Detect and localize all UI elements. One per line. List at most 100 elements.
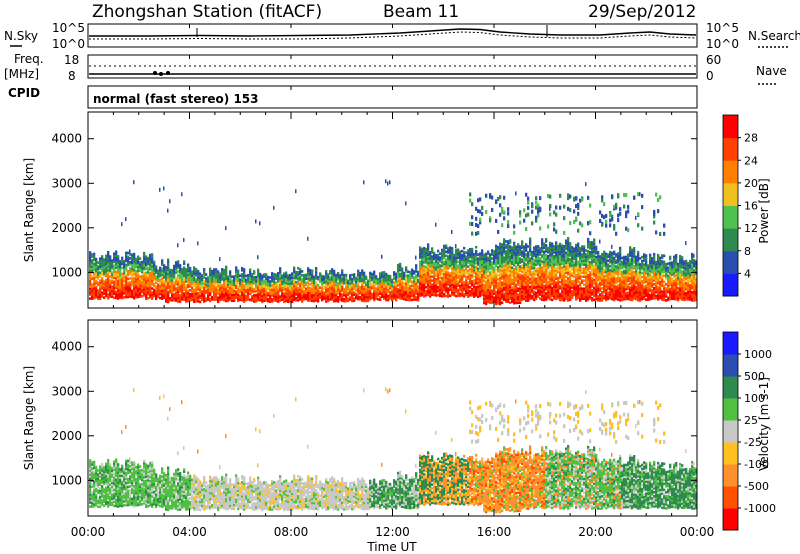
power-cell (119, 268, 122, 271)
power-cell (207, 294, 210, 297)
power-cell (363, 299, 366, 303)
power-cell (525, 249, 528, 252)
power-cell (343, 299, 346, 303)
power-cell (545, 296, 548, 299)
power-cell (227, 289, 230, 293)
power-cell (507, 296, 510, 299)
power-cell (331, 292, 334, 295)
power-cell (505, 274, 508, 277)
power-cell (473, 289, 476, 292)
power-cell (115, 272, 118, 276)
power-cell (507, 220, 510, 225)
power-cell (519, 297, 522, 300)
power-cell (569, 288, 572, 291)
power-cell (503, 280, 506, 284)
power-cell (143, 289, 146, 293)
power-cell (599, 297, 602, 300)
power-cell (225, 271, 228, 275)
power-cell (519, 257, 522, 260)
power-cell (521, 270, 524, 274)
power-cell (293, 266, 296, 270)
power-cell (113, 276, 116, 280)
power-cell (223, 268, 226, 272)
power-cell (603, 202, 606, 207)
power-cell (597, 262, 600, 266)
power-cell (165, 290, 168, 293)
power-cell (551, 278, 554, 282)
power-cell (169, 288, 172, 292)
power-cell (193, 288, 196, 292)
power-cell (527, 269, 530, 272)
power-cell (521, 284, 524, 288)
power-cell (177, 298, 180, 301)
power-cell (535, 245, 538, 248)
power-cell (493, 296, 496, 300)
power-cell (547, 270, 550, 274)
power-cell (329, 292, 332, 295)
power-cell (431, 249, 434, 252)
power-cell (207, 278, 210, 281)
power-cell (503, 274, 506, 278)
power-cell (315, 287, 318, 290)
power-cell (169, 286, 172, 290)
power-cell (299, 298, 302, 301)
power-cell (279, 297, 282, 300)
power-cell (229, 280, 232, 283)
power-cell (545, 276, 548, 279)
power-cell (109, 279, 112, 282)
power-cell (301, 280, 304, 283)
power-cell (429, 285, 432, 288)
power-cell (143, 267, 146, 271)
power-cell (509, 249, 512, 252)
power-cell (585, 277, 588, 280)
power-cell (91, 291, 94, 294)
power-cell (381, 254, 383, 259)
power-cell (149, 273, 152, 277)
power-cell (93, 252, 96, 256)
power-cell (99, 287, 102, 291)
power-cell (121, 294, 124, 298)
noise-search-label: N.Search (748, 29, 800, 43)
power-cell (561, 288, 564, 292)
power-cell (537, 259, 540, 262)
power-cell (153, 274, 156, 278)
power-cell (263, 289, 266, 292)
power-cell (537, 277, 540, 280)
power-cell (243, 290, 246, 293)
power-cell (185, 268, 188, 271)
power-cell (361, 281, 364, 285)
power-cell (599, 263, 602, 266)
power-cell (245, 286, 248, 290)
power-cell (249, 270, 252, 274)
power-cell (463, 272, 466, 276)
power-cell (535, 253, 538, 256)
power-cell (91, 275, 94, 278)
power-cell (293, 298, 296, 302)
power-cell (585, 253, 588, 256)
power-cell (127, 289, 130, 293)
power-cell (243, 300, 246, 303)
power-cell (555, 261, 558, 265)
power-cell (171, 280, 174, 284)
power-cell (453, 253, 456, 257)
power-cell (405, 290, 408, 293)
power-cell (479, 284, 482, 287)
power-cell (513, 289, 516, 293)
power-cell (563, 279, 566, 282)
power-cell (327, 279, 330, 283)
power-cell (239, 286, 242, 290)
power-cell (95, 279, 98, 283)
power-cell (211, 277, 214, 281)
power-cell (569, 246, 572, 249)
power-cell (415, 298, 418, 301)
power-cell (471, 293, 474, 297)
power-cell (395, 294, 398, 298)
beam-label: Beam 11 (383, 2, 459, 22)
power-cell (605, 292, 608, 296)
power-cell (145, 275, 148, 279)
power-cell (473, 261, 476, 264)
power-cell (551, 276, 554, 280)
power-cell (451, 259, 454, 262)
power-cell (135, 281, 138, 285)
power-cell (139, 269, 142, 272)
